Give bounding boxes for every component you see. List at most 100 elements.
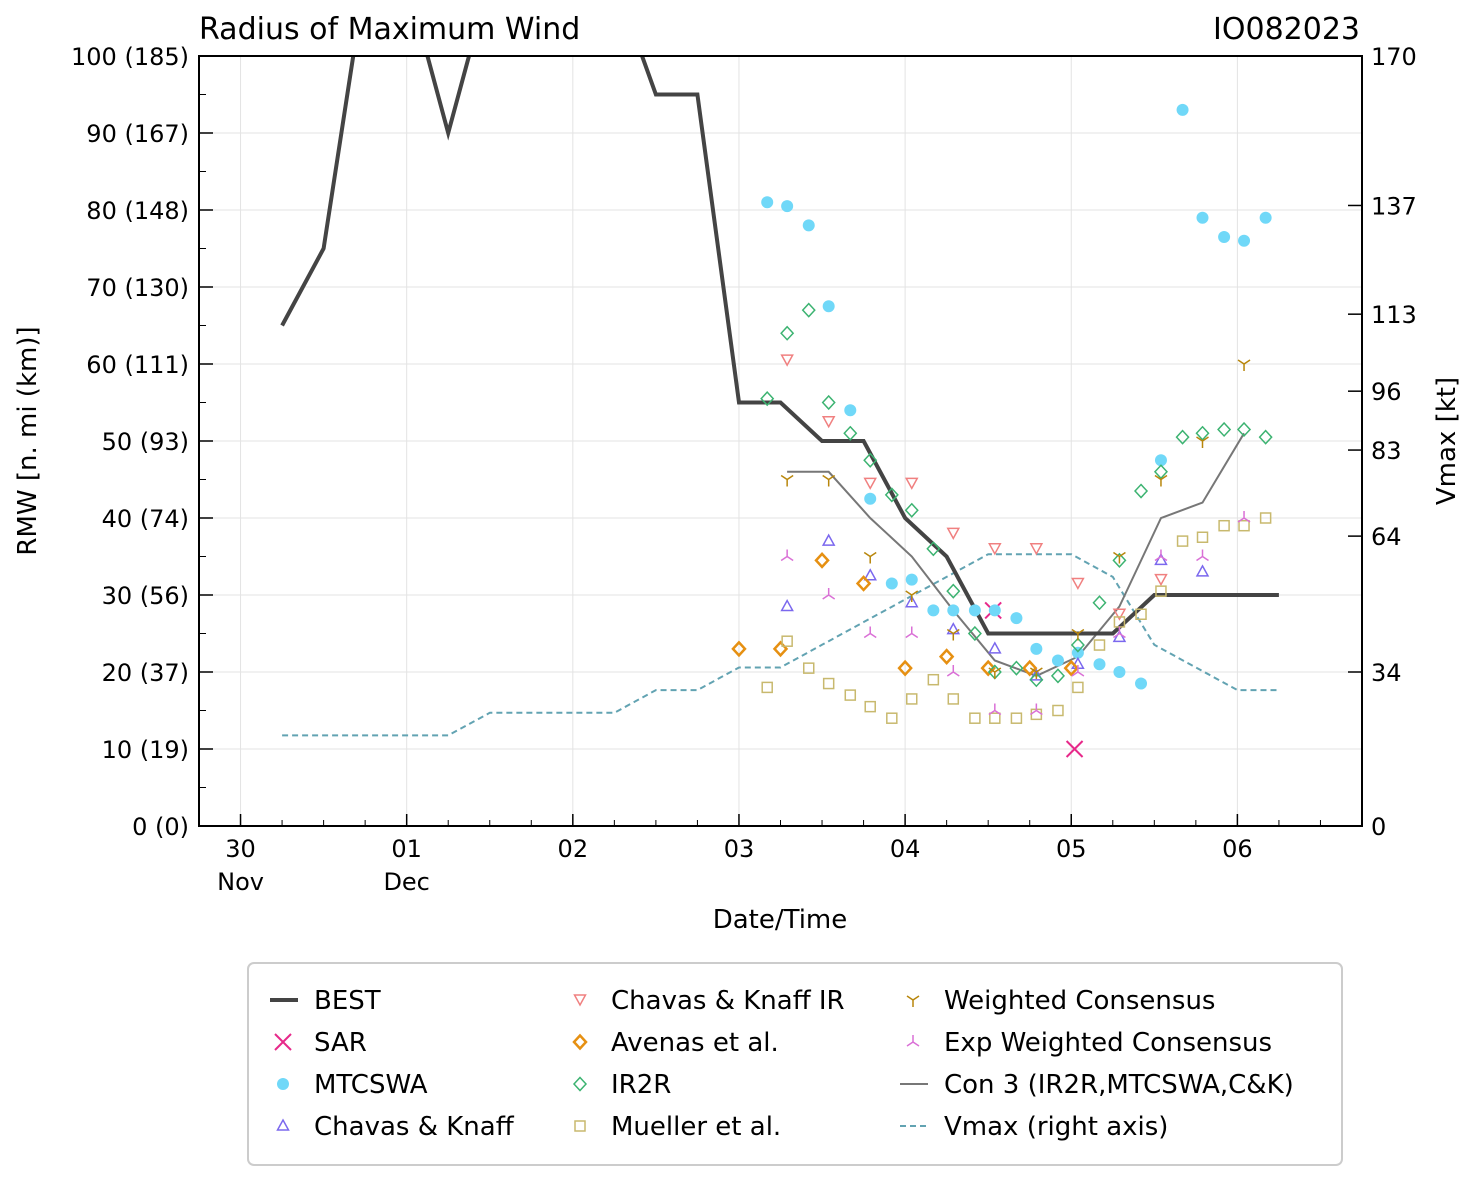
legend-item-exp-weighted-consensus: Exp Weighted Consensus [906, 1028, 1272, 1058]
point-mtcswa [885, 577, 898, 590]
point-mtcswa [1238, 234, 1251, 247]
point-mueller-et-al [1176, 535, 1189, 547]
legend-label: Chavas & Knaff [314, 1112, 515, 1142]
point-ir2r [1153, 464, 1168, 480]
y-tick-label: 90 (167) [86, 120, 189, 148]
point-ir2r [884, 487, 899, 503]
y-tick-label: 20 (37) [102, 659, 189, 687]
point-mtcswa [1218, 230, 1231, 243]
grid-lines [199, 55, 1362, 827]
y-tick-label: 0 (0) [132, 813, 189, 841]
point-mueller-et-al [1155, 585, 1167, 597]
series-line-best [280, 56, 1279, 636]
point-mtcswa [781, 200, 794, 213]
legend-label: MTCSWA [314, 1070, 428, 1100]
chart-title: Radius of Maximum Wind [199, 12, 580, 47]
y2-tick-label: 64 [1371, 523, 1402, 551]
point-avenas-et-al [1022, 659, 1038, 677]
point-mueller-et-al [1052, 704, 1064, 717]
point-avenas-et-al [1063, 659, 1079, 677]
y2-tick-label: 96 [1371, 378, 1402, 406]
point-mtcswa [905, 573, 918, 586]
point-mueller-et-al [1072, 681, 1084, 694]
point-chavas-knaff [863, 568, 877, 581]
point-ir2r [926, 541, 941, 557]
y2-tick-label: 113 [1371, 301, 1417, 329]
legend-item-con-3-ir2r-mtcswa-c-k: Con 3 (IR2R,MTCSWA,C&K) [900, 1070, 1294, 1100]
legend-marker-mueller-et-al [574, 1120, 586, 1132]
legend: BEST SAR MTCSWA Chavas & Knaff Chavas & Knaf… [247, 962, 1343, 1166]
y-tick-label: 100 (185) [71, 43, 189, 71]
point-mueller-et-al [989, 712, 1001, 724]
point-exp-weighted-consensus [780, 549, 794, 562]
point-weighted-consensus [780, 474, 794, 487]
y-tick-label: 80 (148) [86, 197, 189, 225]
legend-marker-weighted-consensus [906, 995, 920, 1007]
legend-label: Avenas et al. [611, 1028, 779, 1058]
point-chavas-knaff-ir [1071, 577, 1085, 591]
point-chavas-knaff [904, 595, 919, 608]
legend-marker-sar [274, 1033, 292, 1051]
x-tick-label: 06 [1222, 835, 1253, 863]
point-mueller-et-al [781, 635, 793, 647]
legend-marker-chavas-knaff [276, 1118, 290, 1131]
point-mueller-et-al [844, 689, 857, 701]
point-ir2r [946, 583, 961, 599]
point-mueller-et-al [1010, 712, 1023, 724]
point-exp-weighted-consensus [1196, 549, 1209, 562]
y2-tick-label: 0 [1371, 813, 1386, 841]
point-chavas-knaff-ir [988, 543, 1002, 556]
point-ir2r [1134, 483, 1149, 499]
point-mtcswa [761, 196, 774, 209]
y-ticks: 0 (0) 10 (19) 20 (37) 30 (56) 40 (74) 50 (93)… [71, 43, 213, 841]
x-tick-label: 05 [1056, 835, 1087, 863]
point-exp-weighted-consensus [905, 626, 919, 639]
legend-box [247, 962, 1343, 1166]
point-weighted-consensus [822, 474, 836, 487]
legend-label: Con 3 (IR2R,MTCSWA,C&K) [944, 1070, 1294, 1100]
point-avenas-et-al [980, 659, 996, 677]
point-exp-weighted-consensus [1237, 511, 1251, 523]
series-line-vmax-right-axis [282, 553, 1279, 737]
point-ir2r [1217, 421, 1232, 438]
point-mtcswa [1196, 211, 1209, 224]
point-mtcswa [1051, 654, 1064, 667]
legend-item-mueller-et-al: Mueller et al. [574, 1112, 781, 1142]
point-chavas-knaff [1154, 552, 1168, 566]
point-ir2r [904, 502, 919, 518]
x-tick-label: 01 [391, 835, 422, 863]
legend-item-chavas-knaff: Chavas & Knaff [276, 1112, 515, 1142]
point-mtcswa [802, 219, 815, 232]
x-tick-label: 04 [890, 835, 921, 863]
point-chavas-knaff [988, 641, 1002, 654]
point-weighted-consensus [946, 628, 960, 641]
point-mtcswa [822, 300, 835, 313]
x-tick-label: 30 [225, 835, 256, 863]
point-exp-weighted-consensus [988, 703, 1002, 716]
point-ir2r [760, 391, 775, 407]
legend-marker-exp-weighted-consensus [906, 1035, 920, 1047]
legend-label: Vmax (right axis) [944, 1112, 1168, 1142]
point-mtcswa [1176, 103, 1189, 116]
point-chavas-knaff-ir [863, 477, 877, 490]
point-ir2r [780, 325, 795, 341]
point-ir2r [1237, 421, 1252, 438]
legend-item-best: BEST [270, 986, 381, 1016]
point-mueller-et-al [969, 712, 981, 724]
point-chavas-knaff-ir [904, 477, 919, 490]
legend-item-ir2r: IR2R [572, 1070, 671, 1100]
x-tick-month: Nov [217, 868, 264, 896]
point-chavas-knaff-ir [780, 354, 794, 367]
point-ir2r [1070, 637, 1085, 653]
legend-label: BEST [314, 986, 381, 1016]
point-ir2r [1009, 660, 1024, 676]
point-mueller-et-al [761, 681, 773, 694]
y2-tick-label: 34 [1371, 659, 1402, 687]
point-mueller-et-al [1238, 519, 1250, 532]
point-exp-weighted-consensus [1029, 703, 1043, 716]
y2-tick-label: 170 [1371, 43, 1417, 71]
point-mueller-et-al [822, 677, 835, 690]
point-mtcswa [1010, 612, 1023, 625]
point-mueller-et-al [1218, 519, 1230, 532]
